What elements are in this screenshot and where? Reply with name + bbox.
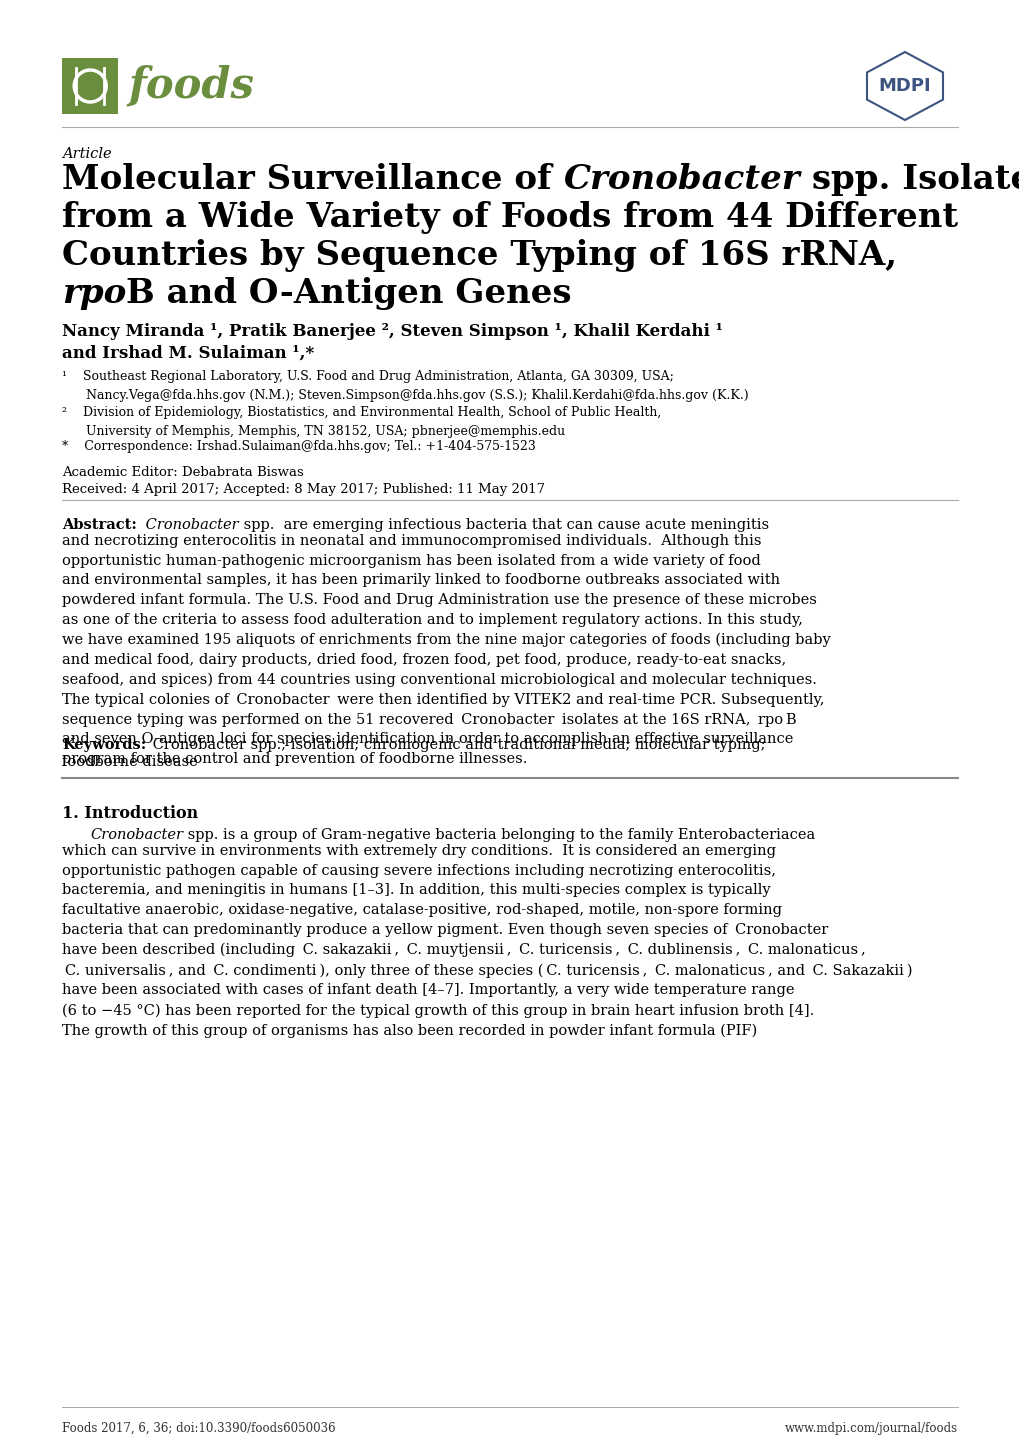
- Text: spp.  are emerging infectious bacteria that can cause acute meningitis: spp. are emerging infectious bacteria th…: [238, 518, 768, 532]
- Text: MDPI: MDPI: [877, 76, 930, 95]
- Text: rpo: rpo: [62, 277, 126, 310]
- Text: Cronobacter spp.; isolation; chromogenic and traditional media; molecular typing: Cronobacter spp.; isolation; chromogenic…: [149, 738, 765, 751]
- Text: 1. Introduction: 1. Introduction: [62, 805, 199, 822]
- Text: ²    Division of Epidemiology, Biostatistics, and Environmental Health, School o: ² Division of Epidemiology, Biostatistic…: [62, 407, 661, 437]
- Text: and Irshad M. Sulaiman ¹,*: and Irshad M. Sulaiman ¹,*: [62, 345, 314, 362]
- Text: spp. is a group of Gram-negative bacteria belonging to the family Enterobacteria: spp. is a group of Gram-negative bacteri…: [183, 828, 814, 842]
- Text: foods: foods: [128, 65, 254, 107]
- Text: Keywords:: Keywords:: [62, 738, 147, 751]
- Text: Foods 2017, 6, 36; doi:10.3390/foods6050036: Foods 2017, 6, 36; doi:10.3390/foods6050…: [62, 1422, 335, 1435]
- Text: Cronobacter: Cronobacter: [141, 518, 238, 532]
- FancyBboxPatch shape: [62, 58, 118, 114]
- Text: foodborne disease: foodborne disease: [62, 756, 198, 769]
- Text: www.mdpi.com/journal/foods: www.mdpi.com/journal/foods: [784, 1422, 957, 1435]
- Text: Nancy Miranda ¹, Pratik Banerjee ², Steven Simpson ¹, Khalil Kerdahi ¹: Nancy Miranda ¹, Pratik Banerjee ², Stev…: [62, 323, 722, 340]
- Text: and necrotizing enterocolitis in neonatal and immunocompromised individuals.  Al: and necrotizing enterocolitis in neonata…: [62, 534, 830, 766]
- Text: ¹    Southeast Regional Laboratory, U.S. Food and Drug Administration, Atlanta, : ¹ Southeast Regional Laboratory, U.S. Fo…: [62, 371, 748, 401]
- Text: *    Correspondence: Irshad.Sulaiman@fda.hhs.gov; Tel.: +1-404-575-1523: * Correspondence: Irshad.Sulaiman@fda.hh…: [62, 440, 536, 453]
- Text: spp. Isolated: spp. Isolated: [800, 163, 1019, 196]
- Text: Molecular Surveillance of: Molecular Surveillance of: [62, 163, 564, 196]
- Text: B and O-Antigen Genes: B and O-Antigen Genes: [126, 277, 572, 310]
- Text: Academic Editor: Debabrata Biswas: Academic Editor: Debabrata Biswas: [62, 466, 304, 479]
- Text: Countries by Sequence Typing of 16S rRNA,: Countries by Sequence Typing of 16S rRNA…: [62, 239, 897, 273]
- Text: Cronobacter: Cronobacter: [564, 163, 800, 196]
- Text: which can survive in environments with extremely dry conditions.  It is consider: which can survive in environments with e…: [62, 844, 912, 1038]
- Text: Cronobacter: Cronobacter: [90, 828, 183, 842]
- Text: Article: Article: [62, 147, 112, 162]
- Text: from a Wide Variety of Foods from 44 Different: from a Wide Variety of Foods from 44 Dif…: [62, 200, 958, 234]
- Text: Received: 4 April 2017; Accepted: 8 May 2017; Published: 11 May 2017: Received: 4 April 2017; Accepted: 8 May …: [62, 483, 545, 496]
- Text: Abstract:: Abstract:: [62, 518, 137, 532]
